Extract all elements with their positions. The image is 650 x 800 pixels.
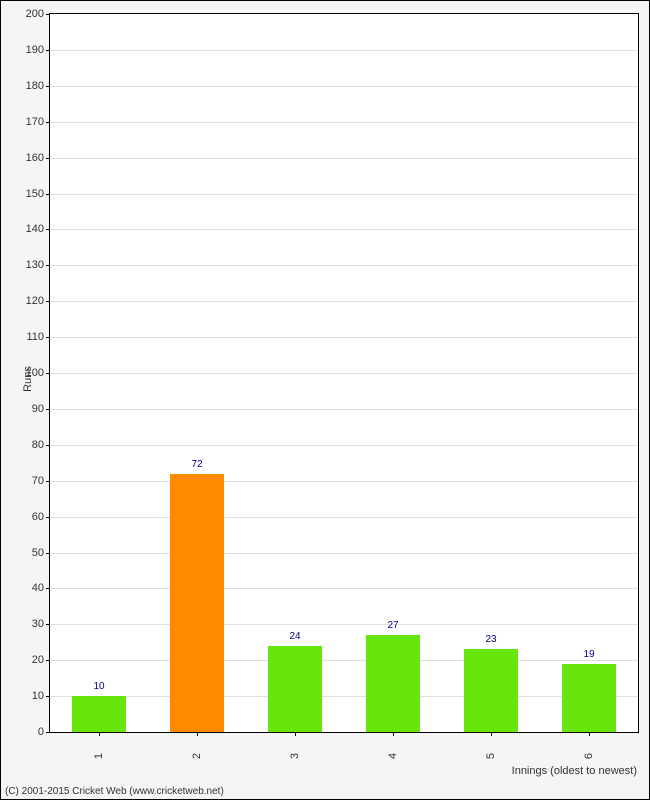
- copyright-text: (C) 2001-2015 Cricket Web (www.cricketwe…: [5, 786, 224, 797]
- bar: [72, 696, 126, 732]
- y-tick-label: 0: [38, 726, 44, 738]
- y-tick-mark: [46, 194, 50, 195]
- y-tick-mark: [46, 588, 50, 589]
- x-tick-mark: [295, 732, 296, 736]
- bar: [562, 664, 616, 732]
- y-tick-label: 130: [26, 259, 44, 271]
- gridline: [50, 660, 638, 661]
- plot-border: 107224272319 010203040506070809010011012…: [49, 13, 639, 733]
- y-tick-label: 160: [26, 152, 44, 164]
- y-tick-mark: [46, 481, 50, 482]
- y-tick-mark: [46, 732, 50, 733]
- gridline: [50, 588, 638, 589]
- gridline: [50, 373, 638, 374]
- bar-value-label: 19: [583, 649, 594, 660]
- y-tick-label: 30: [32, 618, 44, 630]
- y-tick-mark: [46, 409, 50, 410]
- y-tick-label: 170: [26, 116, 44, 128]
- gridline: [50, 265, 638, 266]
- bar-value-label: 24: [289, 631, 300, 642]
- y-tick-label: 190: [26, 44, 44, 56]
- y-tick-mark: [46, 660, 50, 661]
- y-tick-label: 70: [32, 475, 44, 487]
- x-tick-mark: [99, 732, 100, 736]
- gridline: [50, 445, 638, 446]
- x-tick-label: 5: [485, 753, 497, 759]
- x-tick-label: 3: [289, 753, 301, 759]
- y-tick-mark: [46, 229, 50, 230]
- plot-area: 10 72 24 27 23 19: [50, 14, 638, 732]
- y-tick-mark: [46, 624, 50, 625]
- y-tick-label: 40: [32, 582, 44, 594]
- y-axis-label: Runs: [22, 366, 34, 392]
- y-tick-label: 150: [26, 188, 44, 200]
- y-tick-mark: [46, 553, 50, 554]
- y-tick-label: 90: [32, 403, 44, 415]
- y-tick-label: 180: [26, 80, 44, 92]
- chart-container: 107224272319 010203040506070809010011012…: [0, 0, 650, 800]
- x-tick-label: 1: [93, 753, 105, 759]
- bar-value-label: 23: [485, 634, 496, 645]
- y-tick-label: 10: [32, 690, 44, 702]
- y-tick-label: 20: [32, 654, 44, 666]
- y-tick-mark: [46, 373, 50, 374]
- x-tick-mark: [491, 732, 492, 736]
- bar: [464, 649, 518, 732]
- x-axis-label: Innings (oldest to newest): [512, 765, 637, 777]
- y-tick-mark: [46, 445, 50, 446]
- gridline: [50, 337, 638, 338]
- y-tick-label: 140: [26, 223, 44, 235]
- x-tick-label: 6: [583, 753, 595, 759]
- gridline: [50, 553, 638, 554]
- y-tick-mark: [46, 265, 50, 266]
- y-tick-mark: [46, 14, 50, 15]
- y-tick-label: 200: [26, 8, 44, 20]
- y-tick-label: 60: [32, 511, 44, 523]
- y-tick-mark: [46, 122, 50, 123]
- x-tick-mark: [393, 732, 394, 736]
- gridline: [50, 481, 638, 482]
- gridline: [50, 696, 638, 697]
- y-tick-label: 120: [26, 295, 44, 307]
- x-tick-mark: [197, 732, 198, 736]
- x-tick-mark: [589, 732, 590, 736]
- x-tick-label: 2: [191, 753, 203, 759]
- gridline: [50, 50, 638, 51]
- y-tick-mark: [46, 301, 50, 302]
- y-tick-label: 110: [26, 331, 44, 343]
- gridline: [50, 86, 638, 87]
- gridline: [50, 517, 638, 518]
- gridline: [50, 194, 638, 195]
- y-tick-mark: [46, 337, 50, 338]
- y-tick-label: 80: [32, 439, 44, 451]
- y-tick-mark: [46, 696, 50, 697]
- y-tick-label: 50: [32, 547, 44, 559]
- bar-value-label: 10: [93, 681, 104, 692]
- gridline: [50, 229, 638, 230]
- gridline: [50, 122, 638, 123]
- bar: [366, 635, 420, 732]
- bar: [170, 474, 224, 732]
- y-tick-mark: [46, 86, 50, 87]
- y-tick-mark: [46, 158, 50, 159]
- gridline: [50, 624, 638, 625]
- gridline: [50, 158, 638, 159]
- x-tick-label: 4: [387, 753, 399, 759]
- gridline: [50, 301, 638, 302]
- bar-value-label: 72: [191, 459, 202, 470]
- bar: [268, 646, 322, 732]
- y-tick-mark: [46, 50, 50, 51]
- y-tick-mark: [46, 517, 50, 518]
- gridline: [50, 409, 638, 410]
- bar-value-label: 27: [387, 620, 398, 631]
